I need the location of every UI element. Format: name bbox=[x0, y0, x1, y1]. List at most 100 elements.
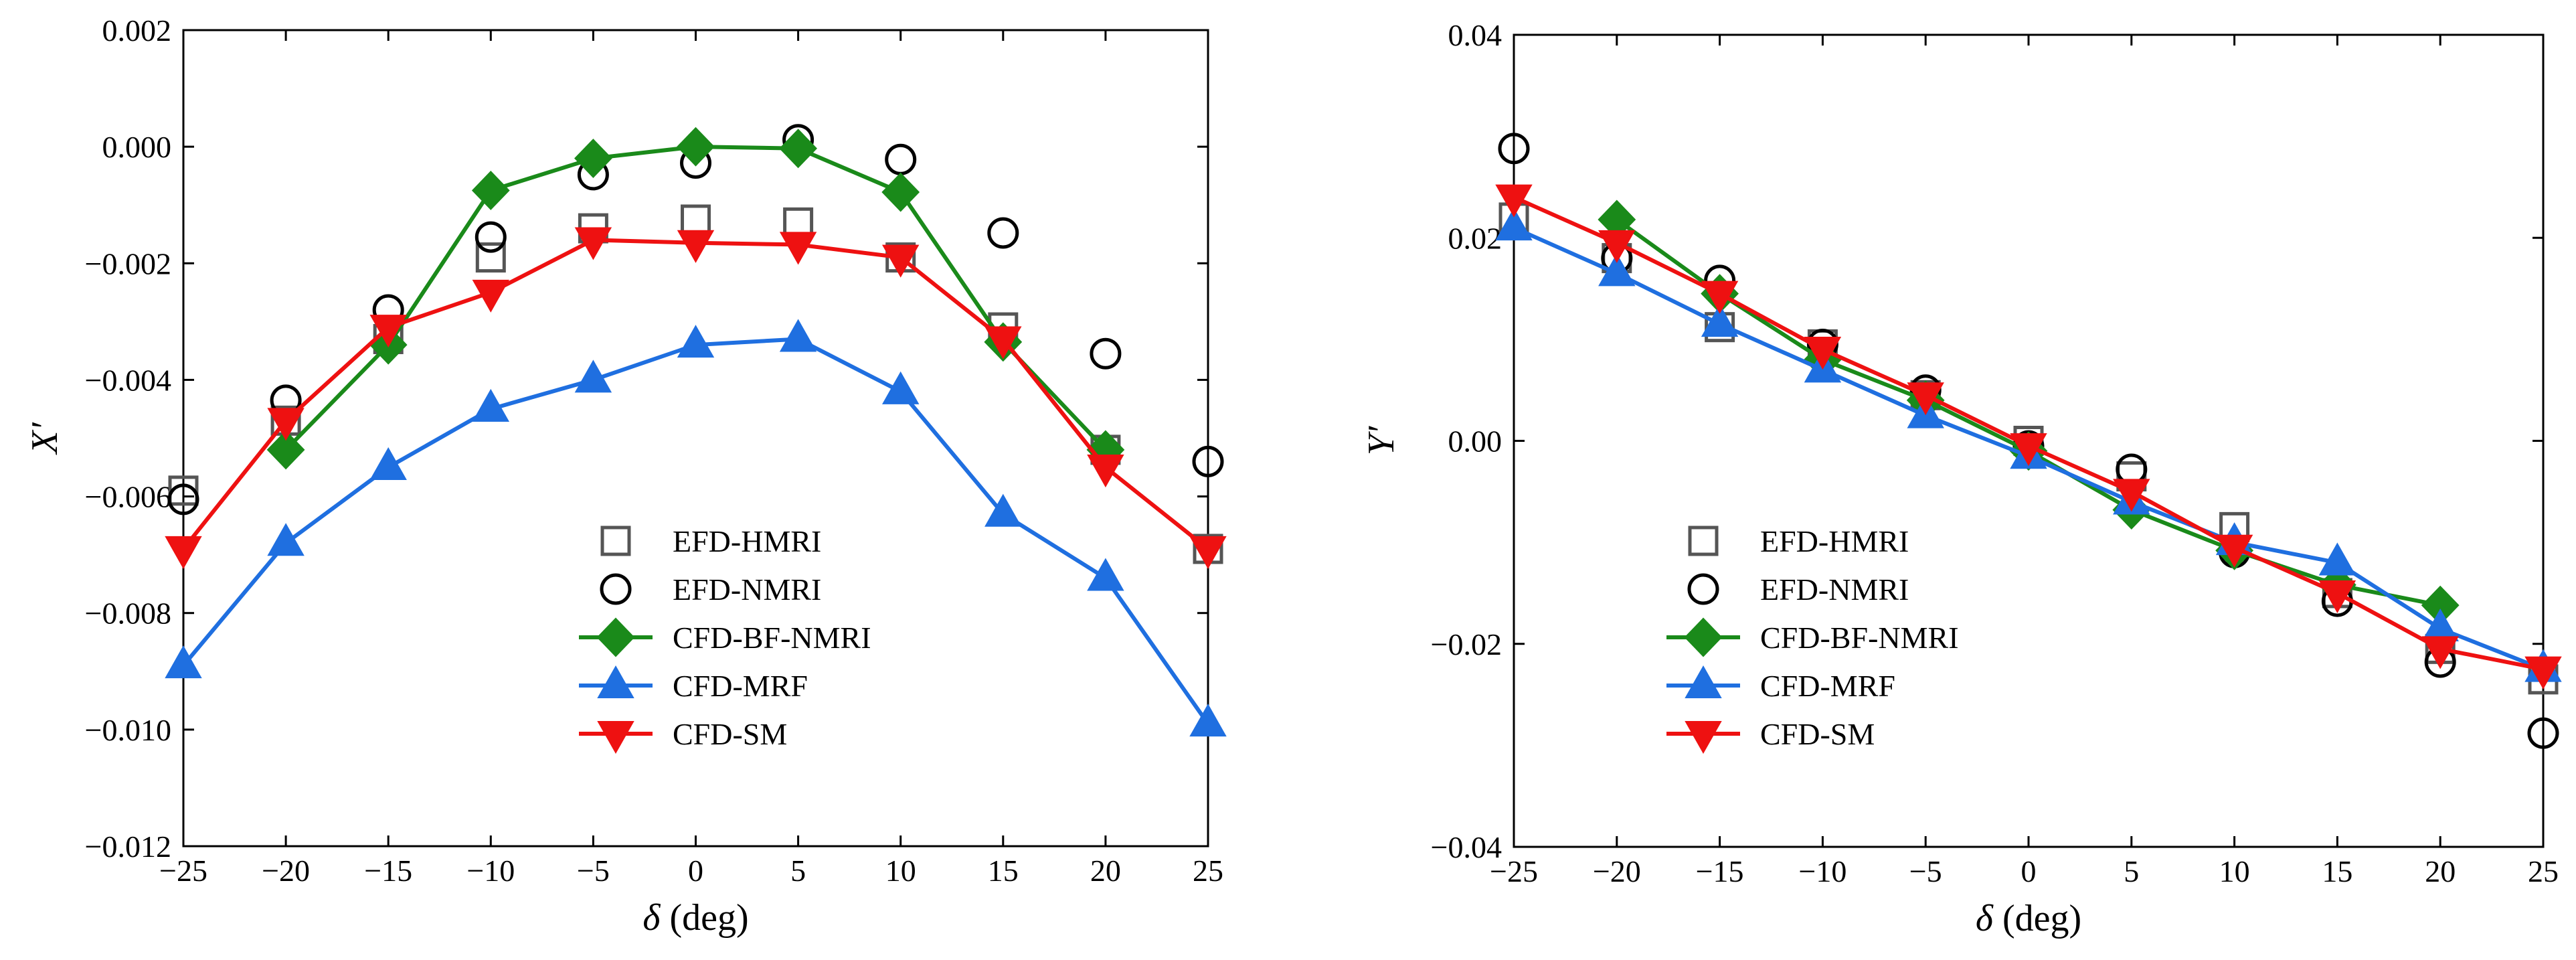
series-line bbox=[284, 145, 1108, 452]
x-tick-label: 10 bbox=[2219, 854, 2250, 888]
data-point bbox=[1907, 382, 1944, 416]
x-axis-unit: (deg) bbox=[1993, 898, 2081, 939]
x-tick-label: −5 bbox=[1909, 854, 1942, 888]
data-point bbox=[677, 127, 715, 167]
data-point bbox=[677, 230, 715, 263]
x-tick-label: 0 bbox=[688, 854, 703, 888]
data-point bbox=[165, 536, 202, 569]
data-point bbox=[574, 227, 612, 260]
legend-marker bbox=[1684, 617, 1723, 657]
x-axis-symbol: δ bbox=[642, 897, 661, 939]
x-tick-label: 5 bbox=[2124, 854, 2139, 888]
x-axis-symbol: δ bbox=[1976, 898, 1994, 939]
data-point bbox=[168, 475, 199, 506]
y-tick-label: 0.00 bbox=[1448, 424, 1502, 459]
data-point bbox=[475, 242, 506, 273]
chart-x-force: −25 −20 −15 −10 −5 0 5 10 15 20 25 −0.012 −0.010 −0.0… bbox=[24, 13, 1227, 939]
data-point bbox=[2215, 534, 2253, 568]
y-tick-label: −0.008 bbox=[85, 596, 171, 631]
x-tick-label: 5 bbox=[790, 854, 806, 888]
y-tick-label: −0.004 bbox=[85, 363, 171, 397]
data-point bbox=[1495, 184, 1533, 218]
data-point bbox=[472, 388, 510, 422]
legend-label: CFD-BF-NMRI bbox=[1760, 621, 1959, 655]
x-tick-label: 20 bbox=[2425, 854, 2456, 888]
legend-marker bbox=[597, 665, 634, 698]
data-point bbox=[1495, 208, 1533, 241]
data-point bbox=[1189, 536, 1227, 569]
data-point bbox=[2421, 608, 2459, 642]
legend-label: EFD-HMRI bbox=[1760, 524, 1909, 558]
y-tick-label: −0.010 bbox=[85, 713, 171, 747]
y-tick-label: 0.002 bbox=[102, 13, 172, 48]
data-point bbox=[779, 129, 817, 169]
data-point bbox=[369, 315, 407, 348]
data-point bbox=[984, 326, 1022, 359]
data-point bbox=[881, 371, 920, 404]
data-point bbox=[2318, 542, 2356, 576]
y-tick-label: 0.04 bbox=[1448, 18, 1502, 52]
data-point bbox=[2113, 479, 2150, 512]
x-axis-title: δ (deg) bbox=[1976, 898, 2081, 939]
x-tick-label: 25 bbox=[1193, 854, 1223, 888]
y-tick-label: −0.006 bbox=[85, 480, 171, 514]
data-point bbox=[167, 483, 199, 515]
series-line bbox=[1616, 218, 2441, 608]
legend-label: EFD-NMRI bbox=[1760, 572, 1909, 607]
series-efd-nmri bbox=[167, 124, 1224, 515]
series-cfd-sm bbox=[1495, 184, 2562, 690]
data-point bbox=[1598, 230, 1636, 263]
series-cfd-mrf bbox=[165, 319, 1227, 737]
x-tick-label: −25 bbox=[159, 854, 207, 888]
x-tick-label: −20 bbox=[262, 854, 310, 888]
data-point bbox=[1598, 253, 1636, 287]
data-point bbox=[681, 204, 711, 235]
data-point bbox=[1701, 281, 1739, 314]
x-tick-label: −10 bbox=[466, 854, 515, 888]
x-tick-label: −15 bbox=[364, 854, 412, 888]
data-point bbox=[471, 171, 510, 210]
data-point bbox=[2527, 717, 2559, 749]
x-tick-label: −25 bbox=[1490, 854, 1538, 888]
data-point bbox=[881, 172, 920, 212]
data-point bbox=[779, 319, 817, 352]
x-tick-label: 15 bbox=[988, 854, 1019, 888]
data-point bbox=[574, 139, 612, 178]
x-tick-label: 20 bbox=[1090, 854, 1121, 888]
data-point bbox=[266, 430, 305, 470]
legend: EFD-HMRI EFD-NMRI CFD-BF-NMRI CFD-MRF CFD-SM bbox=[1666, 524, 1959, 754]
data-point bbox=[1090, 337, 1122, 370]
legend: EFD-HMRI EFD-NMRI CFD-BF-NMRI CFD-MRF CFD-SM bbox=[579, 524, 871, 754]
data-point bbox=[267, 408, 305, 441]
y-axis-title: Y′ bbox=[1361, 426, 1402, 455]
data-point bbox=[574, 359, 612, 393]
legend-marker bbox=[600, 526, 631, 556]
data-point bbox=[783, 207, 814, 238]
x-tick-label: −15 bbox=[1696, 854, 1744, 888]
data-point bbox=[369, 447, 407, 481]
data-point bbox=[165, 645, 202, 679]
data-point bbox=[779, 232, 817, 265]
y-tick-label: 0.000 bbox=[102, 130, 172, 164]
data-point bbox=[1087, 455, 1124, 488]
x-tick-label: 10 bbox=[885, 854, 916, 888]
data-point bbox=[1804, 337, 1842, 370]
legend-marker bbox=[1688, 526, 1719, 556]
legend-label: EFD-HMRI bbox=[673, 524, 821, 558]
data-point bbox=[2010, 433, 2047, 467]
x-tick-label: −20 bbox=[1593, 854, 1641, 888]
data-point bbox=[881, 244, 920, 278]
y-axis-title: X′ bbox=[24, 422, 66, 455]
x-axis-title: δ (deg) bbox=[642, 897, 748, 939]
data-point bbox=[1498, 133, 1530, 165]
data-point bbox=[987, 217, 1019, 249]
legend-marker bbox=[1685, 665, 1722, 698]
data-point bbox=[885, 143, 917, 175]
series-cfd-sm bbox=[165, 227, 1227, 569]
chart-y-force: −25 −20 −15 −10 −5 0 5 10 15 20 25 −0.04 −0.02 0.00 0.… bbox=[1361, 18, 2562, 939]
y-tick-label: −0.02 bbox=[1431, 627, 1502, 661]
data-point bbox=[472, 279, 510, 313]
x-tick-label: −5 bbox=[577, 854, 610, 888]
legend-label: CFD-SM bbox=[673, 717, 787, 751]
